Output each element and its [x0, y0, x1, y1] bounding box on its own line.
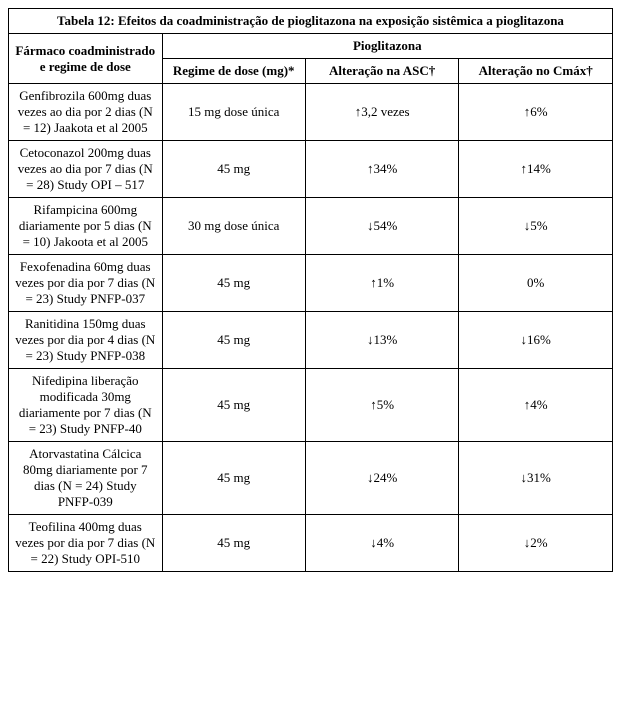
cell-drug: Rifampicina 600mg diariamente por 5 dias… — [9, 198, 163, 255]
cell-cmax: ↑6% — [459, 84, 613, 141]
cell-drug: Ranitidina 150mg duas vezes por dia por … — [9, 312, 163, 369]
cell-cmax: 0% — [459, 255, 613, 312]
cell-regime: 30 mg dose única — [162, 198, 305, 255]
cell-regime: 15 mg dose única — [162, 84, 305, 141]
cell-drug: Nifedipina liberação modificada 30mg dia… — [9, 369, 163, 442]
cell-asc: ↑1% — [305, 255, 459, 312]
header-pioglitazona: Pioglitazona — [162, 34, 612, 59]
cell-drug: Atorvastatina Cálcica 80mg diariamente p… — [9, 442, 163, 515]
cell-cmax: ↓5% — [459, 198, 613, 255]
cell-cmax: ↓31% — [459, 442, 613, 515]
table-row: Teofilina 400mg duas vezes por dia por 7… — [9, 515, 613, 572]
table-row: Rifampicina 600mg diariamente por 5 dias… — [9, 198, 613, 255]
cell-cmax: ↑14% — [459, 141, 613, 198]
cell-asc: ↑3,2 vezes — [305, 84, 459, 141]
header-cmax: Alteração no Cmáx† — [459, 59, 613, 84]
table-row: Genfibrozila 600mg duas vezes ao dia por… — [9, 84, 613, 141]
header-drug: Fármaco coadministrado e regime de dose — [9, 34, 163, 84]
table-body: Genfibrozila 600mg duas vezes ao dia por… — [9, 84, 613, 572]
cell-asc: ↑34% — [305, 141, 459, 198]
table-row: Ranitidina 150mg duas vezes por dia por … — [9, 312, 613, 369]
cell-drug: Fexofenadina 60mg duas vezes por dia por… — [9, 255, 163, 312]
cell-regime: 45 mg — [162, 255, 305, 312]
table-row: Atorvastatina Cálcica 80mg diariamente p… — [9, 442, 613, 515]
cell-cmax: ↓16% — [459, 312, 613, 369]
cell-asc: ↓54% — [305, 198, 459, 255]
cell-asc: ↓4% — [305, 515, 459, 572]
cell-regime: 45 mg — [162, 369, 305, 442]
cell-regime: 45 mg — [162, 515, 305, 572]
table-row: Cetoconazol 200mg duas vezes ao dia por … — [9, 141, 613, 198]
cell-regime: 45 mg — [162, 141, 305, 198]
cell-drug: Genfibrozila 600mg duas vezes ao dia por… — [9, 84, 163, 141]
cell-regime: 45 mg — [162, 312, 305, 369]
table-row: Fexofenadina 60mg duas vezes por dia por… — [9, 255, 613, 312]
cell-drug: Teofilina 400mg duas vezes por dia por 7… — [9, 515, 163, 572]
table-title: Tabela 12: Efeitos da coadministração de… — [9, 9, 613, 34]
cell-cmax: ↓2% — [459, 515, 613, 572]
header-regime: Regime de dose (mg)* — [162, 59, 305, 84]
table-row: Nifedipina liberação modificada 30mg dia… — [9, 369, 613, 442]
cell-regime: 45 mg — [162, 442, 305, 515]
cell-drug: Cetoconazol 200mg duas vezes ao dia por … — [9, 141, 163, 198]
header-asc: Alteração na ASC† — [305, 59, 459, 84]
cell-asc: ↑5% — [305, 369, 459, 442]
cell-asc: ↓13% — [305, 312, 459, 369]
pioglitazone-interaction-table: Tabela 12: Efeitos da coadministração de… — [8, 8, 613, 572]
cell-cmax: ↑4% — [459, 369, 613, 442]
cell-asc: ↓24% — [305, 442, 459, 515]
